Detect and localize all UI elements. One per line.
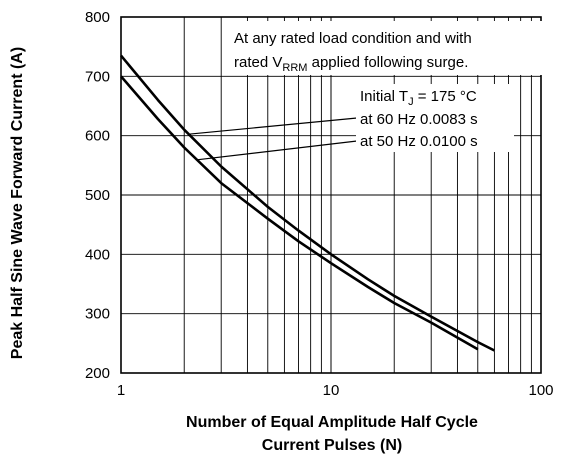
condition-note-box: [225, 21, 548, 75]
series-label-60hz: at 60 Hz 0.0083 s: [360, 111, 478, 128]
leader-line-1: [196, 140, 358, 161]
x-axis-label-line2: Current Pulses (N): [262, 437, 402, 454]
x-tick-labels: 1 10 100: [117, 382, 554, 399]
y-tick-label: 600: [85, 128, 110, 145]
y-tick-label: 200: [85, 365, 110, 382]
leader-lines: [188, 117, 358, 161]
condition-note-line2: rated VRRM applied following surge.: [234, 54, 468, 74]
initial-tj-label: Initial TJ = 175 °C: [360, 88, 477, 108]
x-tick-label: 1: [117, 382, 125, 399]
y-axis-label: Peak Half Sine Wave Forward Current (A): [9, 47, 26, 359]
curves: [120, 54, 495, 352]
y-tick-label: 500: [85, 187, 110, 204]
x-axis-label-line1: Number of Equal Amplitude Half Cycle: [186, 414, 478, 431]
x-tick-label: 100: [528, 382, 553, 399]
y-tick-label: 300: [85, 306, 110, 323]
y-tick-labels: 200 300 400 500 600 700 800: [85, 9, 110, 382]
series-label-background: [356, 84, 514, 152]
series-line-0: [120, 54, 495, 352]
y-tick-label: 800: [85, 9, 110, 26]
plot-frame: [120, 16, 542, 374]
condition-note-line1: At any rated load condition and with: [234, 30, 472, 47]
series-label-50hz: at 50 Hz 0.0100 s: [360, 133, 478, 150]
y-tick-label: 700: [85, 68, 110, 85]
grid-lines: [121, 17, 541, 373]
x-tick-label: 10: [323, 382, 340, 399]
series-line-1: [120, 75, 479, 351]
leader-line-0: [188, 117, 358, 135]
y-tick-label: 400: [85, 246, 110, 263]
